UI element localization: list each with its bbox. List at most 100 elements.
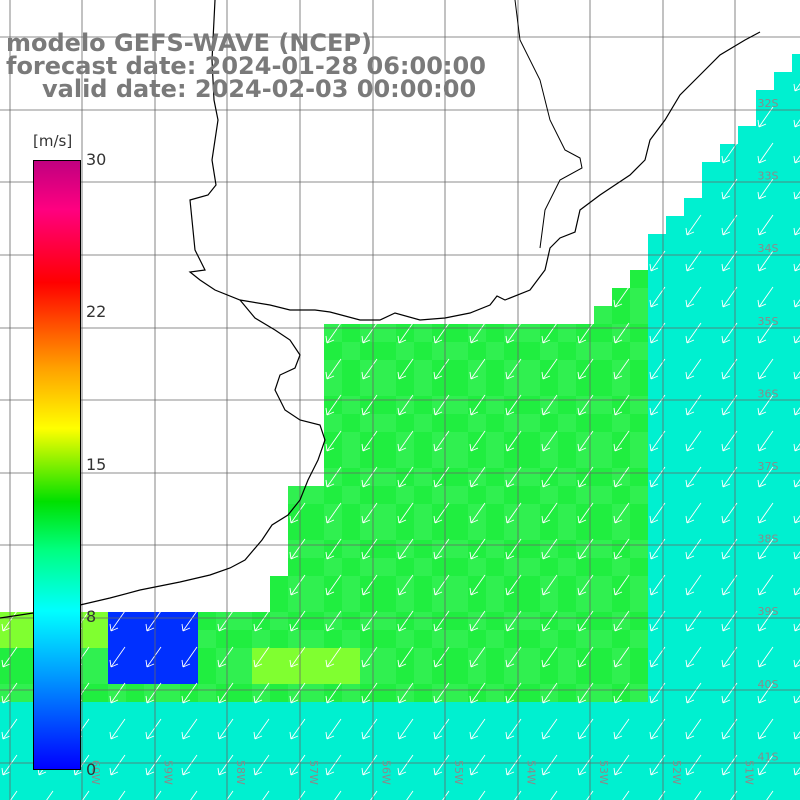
wind-cell: [324, 414, 342, 432]
wind-cell: [576, 666, 594, 684]
wind-cell: [126, 630, 144, 648]
wind-cell: [774, 738, 792, 756]
wind-cell: [774, 288, 792, 306]
wind-arrow: [361, 394, 378, 416]
wind-cell: [666, 702, 684, 720]
wind-cell: [738, 126, 756, 144]
wind-cell: [792, 378, 800, 396]
wind-cell: [306, 540, 324, 558]
wind-cell: [558, 396, 576, 414]
wind-arrow: [505, 610, 522, 632]
wind-cell: [540, 378, 558, 396]
colorbar: [33, 160, 81, 770]
wind-cell: [522, 558, 540, 576]
wind-cell: [90, 648, 108, 666]
wind-arrow: [613, 682, 630, 704]
wind-cell: [450, 648, 468, 666]
wind-cell: [198, 720, 216, 738]
wind-cell: [612, 522, 630, 540]
wind-cell: [594, 360, 612, 378]
wind-arrow: [289, 646, 306, 668]
longitude-label: 55W: [452, 760, 465, 785]
wind-cell: [648, 702, 666, 720]
wind-cell: [738, 792, 756, 800]
wind-arrow: [397, 754, 414, 776]
wind-cell: [666, 594, 684, 612]
wind-cell: [666, 504, 684, 522]
wind-cell: [234, 702, 252, 720]
wind-cell: [342, 612, 360, 630]
wind-cell: [702, 288, 720, 306]
wind-arrow: [361, 610, 378, 632]
wind-cell: [702, 198, 720, 216]
longitude-label: 51W: [742, 760, 755, 785]
wind-cell: [612, 666, 630, 684]
wind-cell: [486, 612, 504, 630]
wind-cell: [396, 522, 414, 540]
wind-arrow: [469, 502, 486, 524]
wind-cell: [414, 702, 432, 720]
wind-arrow: [217, 718, 234, 740]
wind-arrow: [577, 394, 594, 416]
wind-cell: [756, 378, 774, 396]
wind-cell: [18, 612, 36, 630]
wind-cell: [180, 792, 198, 800]
wind-arrow: [469, 574, 486, 596]
wind-cell: [18, 738, 36, 756]
wind-cell: [234, 720, 252, 738]
wind-cell: [360, 414, 378, 432]
wind-cell: [612, 558, 630, 576]
wind-cell: [306, 792, 324, 800]
wind-cell: [630, 486, 648, 504]
wind-arrow: [541, 358, 558, 380]
wind-cell: [126, 792, 144, 800]
wind-cell: [738, 270, 756, 288]
wind-cell: [324, 558, 342, 576]
wind-cell: [234, 792, 252, 800]
wind-cell: [738, 738, 756, 756]
wind-cell: [648, 792, 666, 800]
wind-arrow: [793, 83, 800, 92]
wind-cell: [360, 450, 378, 468]
wind-arrow: [397, 358, 414, 380]
wind-cell: [738, 612, 756, 630]
wind-cell: [738, 594, 756, 612]
wind-arrow: [469, 718, 486, 740]
wind-arrow: [757, 502, 774, 524]
wind-cell: [342, 738, 360, 756]
longitude-label: 54W: [525, 760, 538, 785]
wind-cell: [360, 522, 378, 540]
wind-cell: [486, 558, 504, 576]
wind-arrow: [397, 718, 414, 740]
wind-arrow: [361, 538, 378, 560]
wind-arrow: [433, 430, 450, 452]
wind-cell: [522, 756, 540, 774]
wind-cell: [378, 702, 396, 720]
wind-arrow: [262, 790, 270, 800]
wind-cell: [432, 738, 450, 756]
wind-cell: [792, 756, 800, 774]
wind-arrow: [793, 551, 800, 560]
wind-arrow: [505, 538, 522, 560]
wind-cell: [270, 666, 288, 684]
wind-cell: [486, 756, 504, 774]
wind-cell: [558, 756, 576, 774]
wind-cell: [720, 486, 738, 504]
colorbar-tick-30: 30: [86, 150, 107, 169]
wind-cell: [756, 594, 774, 612]
wind-cell: [756, 774, 774, 792]
wind-cell: [630, 720, 648, 738]
wind-cell: [738, 198, 756, 216]
wind-cell: [774, 450, 792, 468]
wind-cell: [630, 270, 648, 288]
wind-cell: [702, 630, 720, 648]
wind-arrow: [469, 466, 486, 488]
wind-cell: [396, 378, 414, 396]
wind-cell: [666, 792, 684, 800]
wind-arrow: [541, 682, 558, 704]
wind-cell: [450, 486, 468, 504]
wind-cell: [234, 774, 252, 792]
wind-arrow: [685, 250, 702, 272]
wind-cell: [486, 684, 504, 702]
wind-cell: [738, 378, 756, 396]
